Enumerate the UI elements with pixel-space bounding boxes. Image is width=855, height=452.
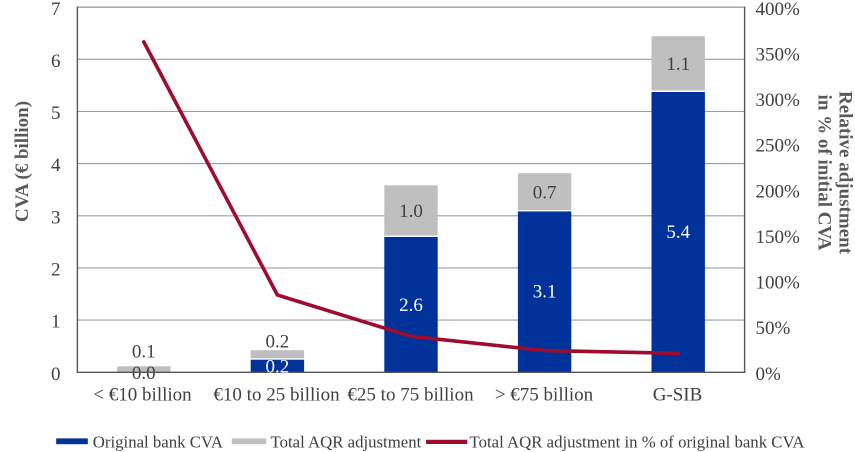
svg-text:300%: 300%	[756, 90, 801, 111]
svg-text:1: 1	[51, 312, 61, 333]
svg-text:2.6: 2.6	[399, 295, 423, 316]
svg-text:Total AQR adjustment: Total AQR adjustment	[271, 432, 422, 451]
svg-text:0%: 0%	[756, 364, 782, 385]
svg-text:50%: 50%	[756, 318, 791, 339]
svg-text:0.1: 0.1	[132, 342, 156, 363]
svg-text:350%: 350%	[756, 44, 801, 65]
svg-text:2: 2	[51, 260, 61, 281]
svg-text:CVA (€ billion): CVA (€ billion)	[12, 101, 33, 222]
svg-text:G-SIB: G-SIB	[653, 385, 703, 406]
svg-text:100%: 100%	[756, 273, 801, 294]
svg-text:0.7: 0.7	[533, 182, 557, 203]
svg-text:7: 7	[51, 0, 61, 20]
svg-text:€10 to 25 billion: €10 to 25 billion	[213, 385, 340, 406]
svg-text:in % of initial CVA: in % of initial CVA	[813, 95, 834, 251]
svg-text:0.0: 0.0	[132, 363, 156, 384]
svg-text:150%: 150%	[756, 227, 801, 248]
svg-text:€25 to 75 billion: €25 to 75 billion	[347, 385, 474, 406]
svg-text:Total AQR adjustment in % of o: Total AQR adjustment in % of original ba…	[470, 432, 805, 451]
svg-text:5.4: 5.4	[666, 222, 690, 243]
svg-text:Relative adjustment: Relative adjustment	[835, 91, 855, 255]
svg-text:3.1: 3.1	[533, 282, 557, 303]
svg-text:6: 6	[51, 51, 61, 72]
svg-text:1.0: 1.0	[399, 201, 423, 222]
svg-text:0: 0	[51, 364, 61, 385]
svg-text:4: 4	[51, 155, 61, 176]
svg-text:5: 5	[51, 103, 61, 124]
svg-text:400%: 400%	[756, 0, 801, 20]
svg-text:200%: 200%	[756, 181, 801, 202]
svg-text:250%: 250%	[756, 136, 801, 157]
svg-text:0.2: 0.2	[266, 356, 290, 377]
svg-text:> €75 billion: > €75 billion	[495, 385, 594, 406]
svg-text:Original bank CVA: Original bank CVA	[93, 432, 223, 451]
svg-text:1.1: 1.1	[666, 54, 690, 75]
svg-text:0.2: 0.2	[266, 332, 290, 353]
svg-text:3: 3	[51, 207, 61, 228]
svg-text:< €10 billion: < €10 billion	[93, 385, 192, 406]
